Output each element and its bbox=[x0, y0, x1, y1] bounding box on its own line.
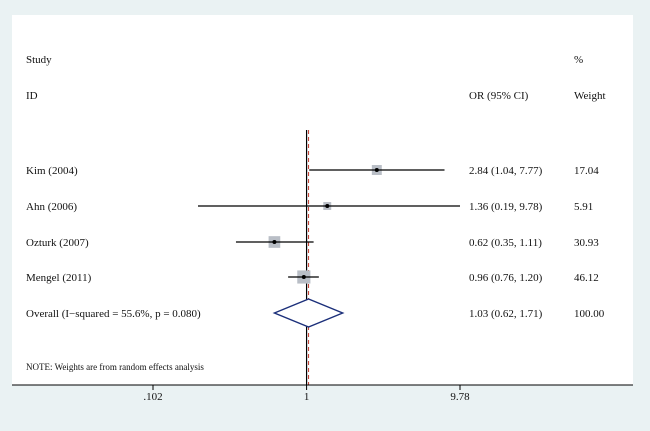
study-weight-label: 30.93 bbox=[574, 237, 599, 249]
study-label: Mengel (2011) bbox=[26, 272, 92, 284]
overall-label: Overall (I−squared = 55.6%, p = 0.080) bbox=[26, 308, 201, 320]
footnote: NOTE: Weights are from random effects an… bbox=[26, 362, 204, 372]
study-label: Kim (2004) bbox=[26, 165, 78, 177]
x-tick-label: .102 bbox=[143, 391, 162, 403]
overall-weight-label: 100.00 bbox=[574, 308, 605, 320]
point-estimate bbox=[374, 168, 379, 172]
point-estimate bbox=[325, 204, 330, 208]
study-label: Ozturk (2007) bbox=[26, 237, 89, 249]
study-label: Ahn (2006) bbox=[26, 201, 77, 213]
study-weight-label: 17.04 bbox=[574, 165, 599, 177]
study-or-label: 0.96 (0.76, 1.20) bbox=[469, 272, 543, 284]
study-weight-label: 46.12 bbox=[574, 272, 599, 284]
x-tick-label: 9.78 bbox=[450, 391, 470, 403]
study-weight-label: 5.91 bbox=[574, 201, 593, 213]
header-study: Study bbox=[26, 54, 52, 66]
plot-region bbox=[12, 15, 633, 385]
header-id: ID bbox=[26, 90, 38, 102]
plot-marks: Kim (2004) 2.84 (1.04, 7.77) 17.04 Ahn (200… bbox=[26, 130, 599, 385]
header-weight-percent: % bbox=[574, 54, 583, 66]
header-effect: OR (95% CI) bbox=[469, 90, 529, 102]
point-estimate bbox=[272, 240, 277, 244]
overall-or-label: 1.03 (0.62, 1.71) bbox=[469, 308, 543, 320]
header-weight: Weight bbox=[574, 90, 606, 102]
study-or-label: 2.84 (1.04, 7.77) bbox=[469, 165, 543, 177]
study-or-label: 1.36 (0.19, 9.78) bbox=[469, 201, 543, 213]
study-or-label: 0.62 (0.35, 1.11) bbox=[469, 237, 542, 249]
x-tick-label: 1 bbox=[304, 391, 310, 403]
point-estimate bbox=[301, 275, 306, 279]
overall-diamond bbox=[272, 298, 345, 328]
